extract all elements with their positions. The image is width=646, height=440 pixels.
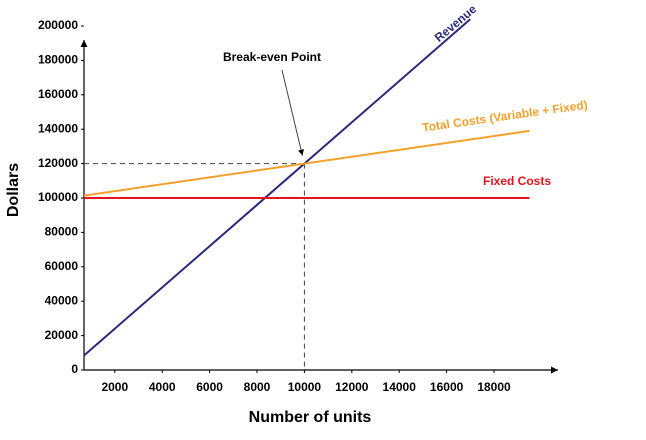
series-label: Total Costs (Variable + Fixed)	[421, 98, 588, 135]
x-tick-label: 16000	[430, 380, 464, 394]
series-label: Revenue	[432, 2, 480, 45]
x-tick-label: 12000	[335, 380, 369, 394]
x-tick-label: 4000	[149, 380, 176, 394]
x-tick-label: 6000	[196, 380, 223, 394]
series-label: Fixed Costs	[483, 174, 551, 188]
y-tick-label: 180000	[38, 53, 78, 67]
x-axis-label: Number of units	[249, 409, 372, 426]
y-axis-label: Dollars	[5, 163, 22, 217]
y-tick-label: 60000	[45, 259, 79, 273]
y-tick-label: 140000	[38, 121, 78, 135]
y-tick-label: 40000	[45, 293, 79, 307]
annotation-arrow	[281, 69, 304, 156]
y-tick-label: 200000	[38, 18, 78, 32]
series-line	[83, 129, 530, 197]
y-tick-label: 160000	[38, 87, 78, 101]
x-tick-label: 18000	[477, 380, 511, 394]
y-tick-label: 120000	[38, 156, 78, 170]
x-tick-label: 2000	[101, 380, 128, 394]
annotation-label: Break-even Point	[223, 50, 321, 64]
x-tick-label: 14000	[383, 380, 417, 394]
series-line	[83, 18, 471, 357]
x-tick-label: 8000	[244, 380, 271, 394]
y-tick-label: 80000	[45, 225, 79, 239]
y-tick-label: 100000	[38, 190, 78, 204]
y-tick-label: 0	[71, 362, 78, 376]
x-tick-label: 10000	[288, 380, 322, 394]
y-tick-label: 20000	[45, 328, 79, 342]
